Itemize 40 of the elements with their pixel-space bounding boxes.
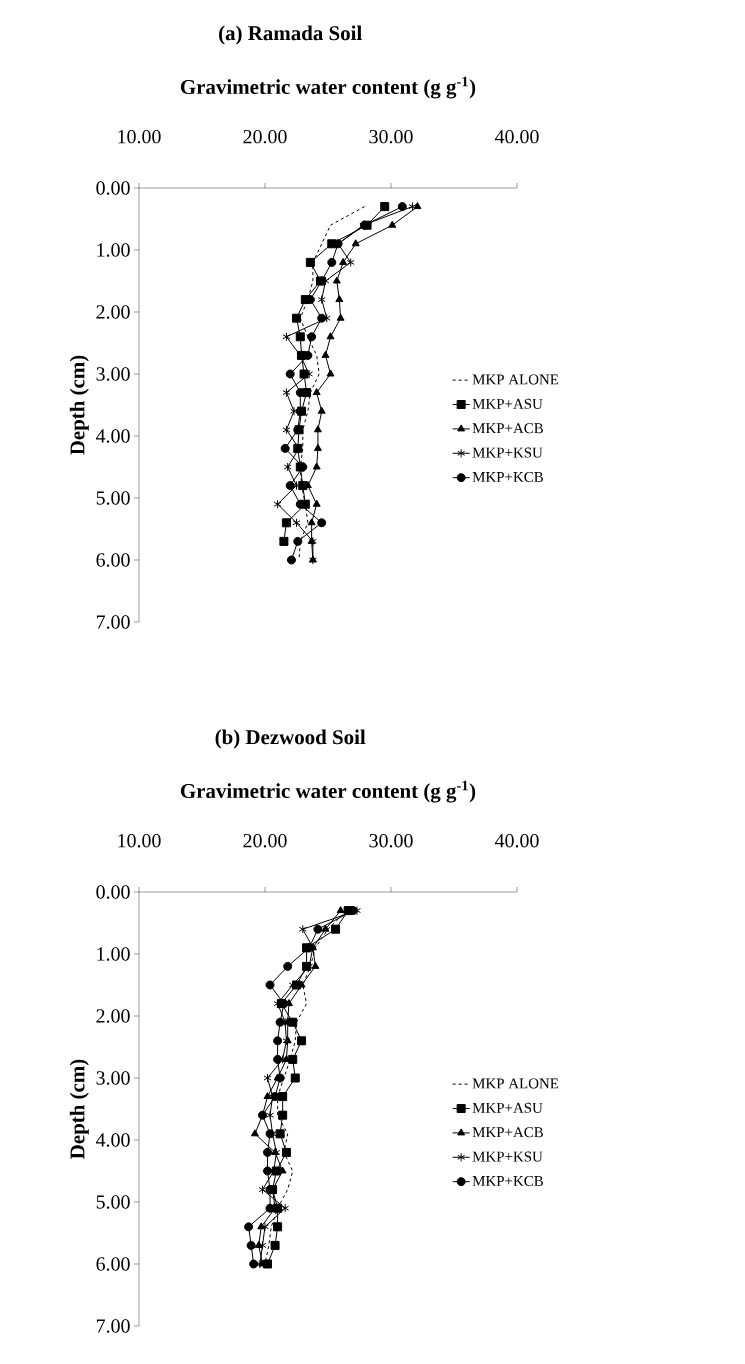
x-tick-label: 40.00 [494, 833, 539, 848]
chart-title: (b) Dezwood Soil [215, 729, 366, 749]
legend-label: MKP ALONE [472, 1078, 559, 1089]
legend-label: MKP ALONE [472, 374, 559, 385]
legend-label: MKP+KCB [472, 1175, 543, 1186]
y-tick-label: 7.00 [96, 615, 130, 629]
y-tick-label: 7.00 [96, 1319, 130, 1333]
y-tick-label: 2.00 [96, 1009, 130, 1023]
y-tick-label: 1.00 [97, 947, 130, 961]
x-tick-label: 30.00 [369, 129, 413, 144]
y-tick-label: 0.00 [96, 885, 130, 899]
y-tick-label: 3.00 [96, 1071, 130, 1085]
y-tick-label: 0.00 [96, 181, 130, 195]
legend-label: MKP+ACB [472, 1127, 543, 1138]
legend-label: MKP+KCB [472, 471, 543, 482]
y-tick-label: 4.00 [96, 429, 130, 443]
y-tick-label: 4.00 [96, 1133, 130, 1147]
y-tick-label: 3.00 [96, 367, 130, 381]
legend-label: MKP+ASU [472, 398, 543, 409]
x-tick-label: 10.00 [118, 129, 161, 144]
x-tick-label: 20.00 [243, 833, 287, 848]
x-axis-title: Gravimetric water content (g g$^{-1}$) [180, 780, 476, 803]
y-axis-title: Depth (cm) [69, 1059, 89, 1159]
y-tick-label: 5.00 [96, 491, 130, 505]
legend-label: MKP+ASU [472, 1102, 543, 1113]
legend-label: MKP+KSU [472, 1151, 543, 1162]
y-tick-label: 6.00 [96, 1257, 130, 1271]
x-tick-label: 40.00 [494, 129, 539, 144]
y-tick-label: 6.00 [96, 553, 130, 567]
chart-title: (a) Ramada Soil [219, 25, 362, 45]
x-tick-label: 10.00 [118, 833, 161, 848]
legend-label: MKP+ACB [472, 423, 543, 434]
x-axis-title: Gravimetric water content (g g$^{-1}$) [180, 76, 476, 99]
legend-label: MKP+KSU [472, 447, 543, 458]
y-tick-label: 1.00 [97, 243, 130, 257]
y-tick-label: 5.00 [96, 1195, 130, 1209]
x-tick-label: 20.00 [243, 129, 287, 144]
y-axis-title: Depth (cm) [69, 355, 89, 455]
y-tick-label: 2.00 [96, 305, 130, 319]
x-tick-label: 30.00 [369, 833, 413, 848]
